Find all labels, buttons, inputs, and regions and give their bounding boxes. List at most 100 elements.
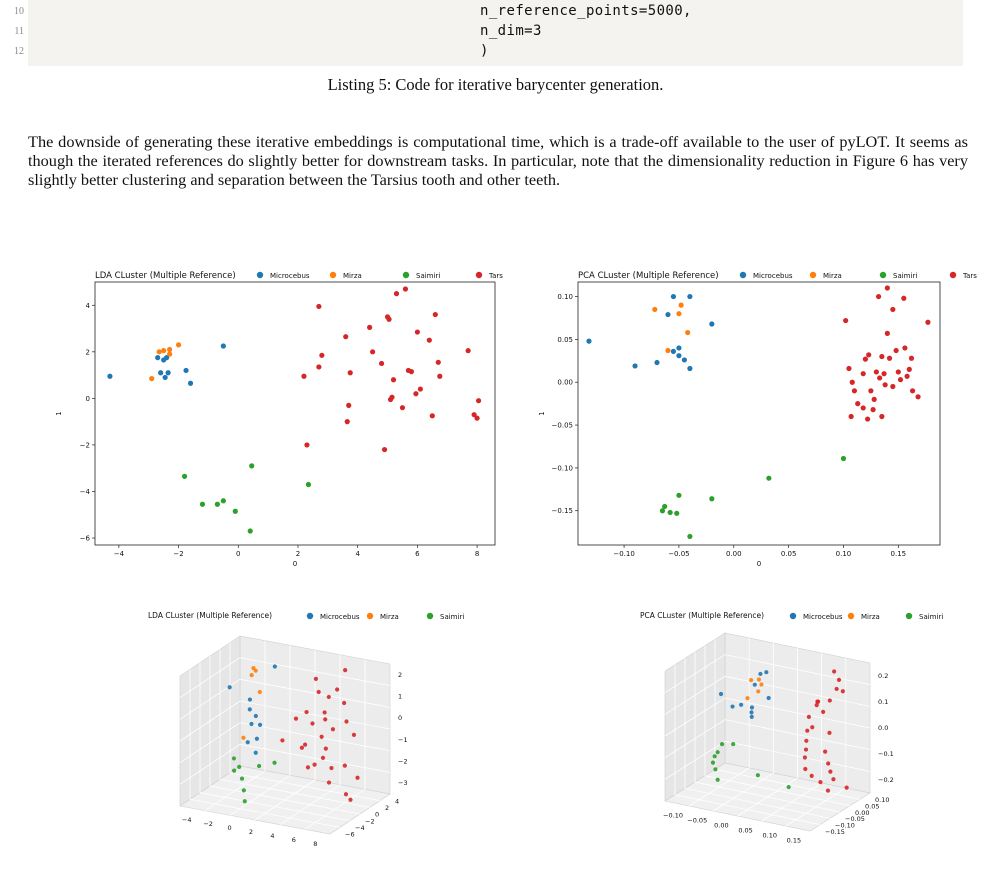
data-point (393, 291, 400, 297)
data-point (399, 405, 406, 411)
code-line: 10 n_reference_points=5000, (14, 3, 963, 23)
data-point (866, 352, 872, 358)
data-point (158, 370, 164, 376)
data-point (709, 496, 715, 502)
data-point (303, 742, 308, 747)
data-point (344, 419, 350, 425)
z-tick-label: 1 (398, 693, 402, 701)
chart-title: PCA CLuster (Multiple Reference) (578, 271, 719, 281)
legend-marker (329, 271, 337, 279)
x-axis-label: 0 (293, 560, 297, 568)
legend-label: Microcebus (320, 613, 360, 621)
data-point (715, 750, 720, 755)
data-point (231, 756, 237, 761)
data-point (161, 348, 167, 354)
data-point (803, 747, 809, 752)
y-tick-label: 4 (86, 302, 91, 310)
data-point (908, 355, 915, 361)
x-tick-label: −0.10 (613, 550, 634, 558)
data-point (849, 379, 855, 385)
data-point (370, 349, 376, 355)
chart-title: PCA CLuster (Multiple Reference) (640, 611, 764, 620)
data-point (752, 682, 757, 687)
legend-marker (256, 271, 264, 279)
z-tick-label: −0.2 (878, 776, 894, 784)
data-point (381, 446, 388, 453)
x-tick-label: 0.15 (891, 550, 907, 558)
z-tick-label: 0.1 (878, 698, 888, 706)
data-point (730, 704, 735, 709)
legend-marker (739, 271, 747, 279)
body-paragraph: The downside of generating these iterati… (28, 132, 968, 189)
x-tick-label: 8 (475, 550, 479, 558)
x-tick-label: 0.05 (738, 827, 752, 835)
x-tick-label: 0 (228, 824, 232, 832)
x-tick-label: −4 (114, 550, 125, 558)
legend-marker (306, 612, 314, 620)
y-tick-label: −2 (365, 817, 375, 825)
data-point (247, 707, 252, 712)
data-point (868, 388, 874, 394)
legend-label: Microcebus (803, 613, 843, 621)
data-point (906, 366, 912, 372)
z-tick-label: −1 (398, 736, 408, 744)
data-point (304, 709, 309, 715)
data-point (826, 761, 831, 766)
data-point (257, 722, 263, 727)
data-point (247, 528, 253, 534)
data-point (408, 369, 415, 375)
data-point (465, 348, 471, 354)
data-point (831, 777, 836, 782)
data-point (220, 343, 226, 349)
code-text: ) (480, 43, 489, 59)
legend-label: Mirza (823, 272, 842, 280)
data-point (756, 689, 761, 694)
data-point (766, 475, 772, 481)
data-point (199, 501, 206, 507)
data-point (676, 492, 682, 498)
y-tick-label: −2 (80, 441, 90, 449)
data-point (803, 766, 808, 772)
data-point (272, 664, 277, 669)
data-point (676, 345, 682, 351)
plot-frame (94, 281, 496, 546)
grid-line (664, 654, 871, 694)
data-point (342, 700, 347, 706)
data-point (313, 676, 318, 681)
z-tick-label: −0.1 (878, 750, 894, 758)
data-point (881, 371, 887, 377)
data-point (685, 329, 691, 336)
legend-label: Mirza (380, 613, 399, 621)
data-point (253, 750, 258, 755)
data-point (687, 533, 693, 540)
data-point (272, 760, 277, 765)
y-tick-label: 0.05 (865, 803, 879, 811)
pca-3d-scatter-chart: PCA CLuster (Multiple Reference) Microceb… (640, 611, 943, 845)
listing-caption: Listing 5: Code for iterative barycenter… (327, 75, 664, 94)
data-point (836, 677, 842, 682)
data-point (758, 671, 763, 677)
grid-line (664, 675, 871, 715)
data-point (719, 742, 725, 747)
legend-label: Saimiri (919, 613, 943, 621)
x-tick-label: 0.00 (726, 550, 742, 558)
data-point (710, 760, 716, 765)
x-axis-label: 0 (757, 560, 761, 568)
data-point (429, 413, 435, 419)
legend-marker (905, 612, 913, 620)
data-point (310, 721, 315, 726)
data-point (676, 311, 682, 317)
data-point (322, 710, 327, 715)
data-point (904, 373, 910, 379)
data-point (712, 754, 717, 759)
data-point (586, 338, 592, 344)
x-tick-label: −0.05 (687, 817, 707, 825)
data-point (247, 697, 253, 702)
data-point (239, 776, 245, 781)
data-point (745, 696, 750, 701)
lda-3d-scatter-chart: LDA CLuster (Multiple Reference) Microceb… (148, 611, 464, 848)
data-point (764, 670, 769, 675)
data-point (343, 334, 349, 340)
legend-label: Microcebus (270, 272, 310, 280)
data-point (344, 719, 349, 724)
